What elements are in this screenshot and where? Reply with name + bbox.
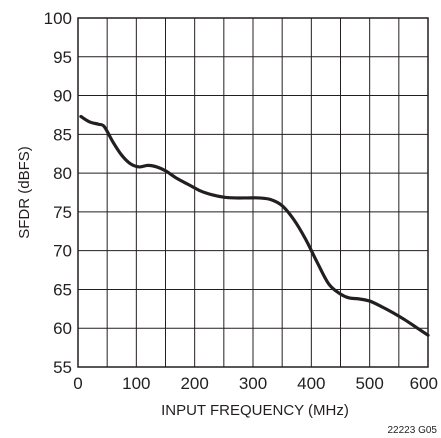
y-axis-title: SFDR (dBFS) [16, 146, 33, 239]
sfdr-series-line [79, 114, 430, 337]
x-tick-label: 100 [122, 374, 150, 393]
y-tick-label: 70 [53, 242, 72, 261]
y-tick-label: 85 [53, 125, 72, 144]
x-tick-labels: 0 100 200 300 400 500 600 [73, 374, 438, 393]
y-tick-label: 55 [53, 358, 72, 377]
y-tick-label: 75 [53, 203, 72, 222]
grid-lines [78, 18, 428, 367]
x-tick-label: 400 [297, 374, 325, 393]
x-tick-label: 300 [239, 374, 267, 393]
x-tick-label: 0 [73, 374, 82, 393]
plot-area-frame [77, 17, 429, 368]
x-tick-label: 500 [355, 374, 383, 393]
figure-code-label: 22223 G05 [388, 425, 438, 436]
x-tick-label: 600 [410, 374, 438, 393]
y-tick-label: 95 [53, 48, 72, 67]
y-tick-label: 65 [53, 280, 72, 299]
y-tick-labels: 55 60 65 70 75 80 85 90 95 100 [44, 9, 72, 377]
series-layer [79, 114, 430, 337]
y-tick-label: 90 [53, 87, 72, 106]
y-tick-label: 80 [53, 164, 72, 183]
y-tick-label: 60 [53, 319, 72, 338]
x-tick-label: 200 [180, 374, 208, 393]
x-axis-title: INPUT FREQUENCY (MHz) [161, 402, 349, 419]
y-tick-label: 100 [44, 9, 72, 28]
